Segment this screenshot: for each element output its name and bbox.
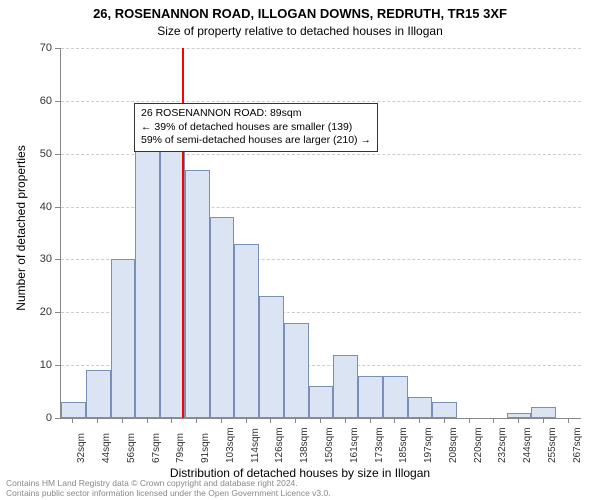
footer-line2: Contains public sector information licen… [6,489,331,499]
histogram-bar [86,370,111,418]
x-tick-mark [394,418,395,423]
x-tick-label: 91sqm [200,433,211,463]
histogram-bar [408,397,433,418]
x-tick-mark [171,418,172,423]
x-tick-mark [444,418,445,423]
histogram-bar [284,323,309,418]
y-tick-label: 10 [22,359,52,371]
x-tick-mark [345,418,346,423]
x-tick-mark [518,418,519,423]
histogram-bar [259,296,284,418]
x-tick-label: 67sqm [151,433,162,463]
annotation-line2: ← 39% of detached houses are smaller (13… [141,121,371,135]
x-tick-mark [246,418,247,423]
plot-area: 26 ROSENANNON ROAD: 89sqm ← 39% of detac… [60,48,581,419]
x-tick-mark [221,418,222,423]
x-tick-label: 255sqm [547,427,558,463]
annotation-line1: 26 ROSENANNON ROAD: 89sqm [141,107,371,121]
histogram-bar [309,386,334,418]
histogram-bar [111,259,136,418]
x-tick-label: 79sqm [175,433,186,463]
x-tick-mark [469,418,470,423]
y-axis-label: Number of detached properties [14,145,28,310]
histogram-bar [383,376,408,418]
histogram-bar [531,407,556,418]
y-tick-label: 70 [22,42,52,54]
y-tick-label: 50 [22,148,52,160]
x-tick-label: 103sqm [225,427,236,463]
x-tick-label: 56sqm [126,433,137,463]
footer-attribution: Contains HM Land Registry data © Crown c… [6,479,331,499]
x-tick-mark [196,418,197,423]
x-tick-mark [147,418,148,423]
y-tick-label: 20 [22,306,52,318]
histogram-bar [333,355,358,418]
x-tick-mark [370,418,371,423]
x-tick-label: 150sqm [324,427,335,463]
x-tick-mark [122,418,123,423]
x-tick-label: 114sqm [250,428,261,463]
histogram-bar [210,217,235,418]
x-tick-label: 244sqm [522,427,533,463]
x-tick-label: 173sqm [374,427,385,463]
histogram-chart: 26, ROSENANNON ROAD, ILLOGAN DOWNS, REDR… [0,0,600,500]
annotation-line3: 59% of semi-detached houses are larger (… [141,134,371,148]
chart-title-main: 26, ROSENANNON ROAD, ILLOGAN DOWNS, REDR… [0,6,600,21]
histogram-bar [432,402,457,418]
x-tick-label: 208sqm [448,427,459,463]
x-tick-label: 232sqm [497,427,508,463]
x-tick-mark [543,418,544,423]
x-tick-label: 185sqm [398,427,409,463]
x-tick-label: 267sqm [572,427,583,463]
x-tick-label: 220sqm [473,427,484,463]
x-tick-mark [493,418,494,423]
histogram-bar [185,170,210,418]
x-tick-label: 138sqm [299,427,310,463]
x-tick-mark [320,418,321,423]
x-tick-label: 161sqm [349,427,360,463]
x-tick-label: 197sqm [423,427,434,463]
y-tick-label: 60 [22,95,52,107]
histogram-bar [135,122,160,418]
histogram-bar [234,244,259,418]
x-tick-mark [419,418,420,423]
x-tick-mark [270,418,271,423]
x-tick-mark [72,418,73,423]
grid-line [61,101,581,102]
annotation-box: 26 ROSENANNON ROAD: 89sqm ← 39% of detac… [134,103,378,152]
x-tick-label: 44sqm [101,433,112,463]
x-tick-label: 126sqm [274,427,285,463]
histogram-bar [61,402,86,418]
x-tick-mark [295,418,296,423]
y-tick-label: 30 [22,253,52,265]
y-tick-label: 0 [22,412,52,424]
x-tick-mark [97,418,98,423]
x-tick-label: 32sqm [76,433,87,463]
grid-line [61,48,581,49]
y-tick-label: 40 [22,201,52,213]
histogram-bar [358,376,383,418]
x-tick-mark [568,418,569,423]
chart-title-sub: Size of property relative to detached ho… [0,24,600,38]
